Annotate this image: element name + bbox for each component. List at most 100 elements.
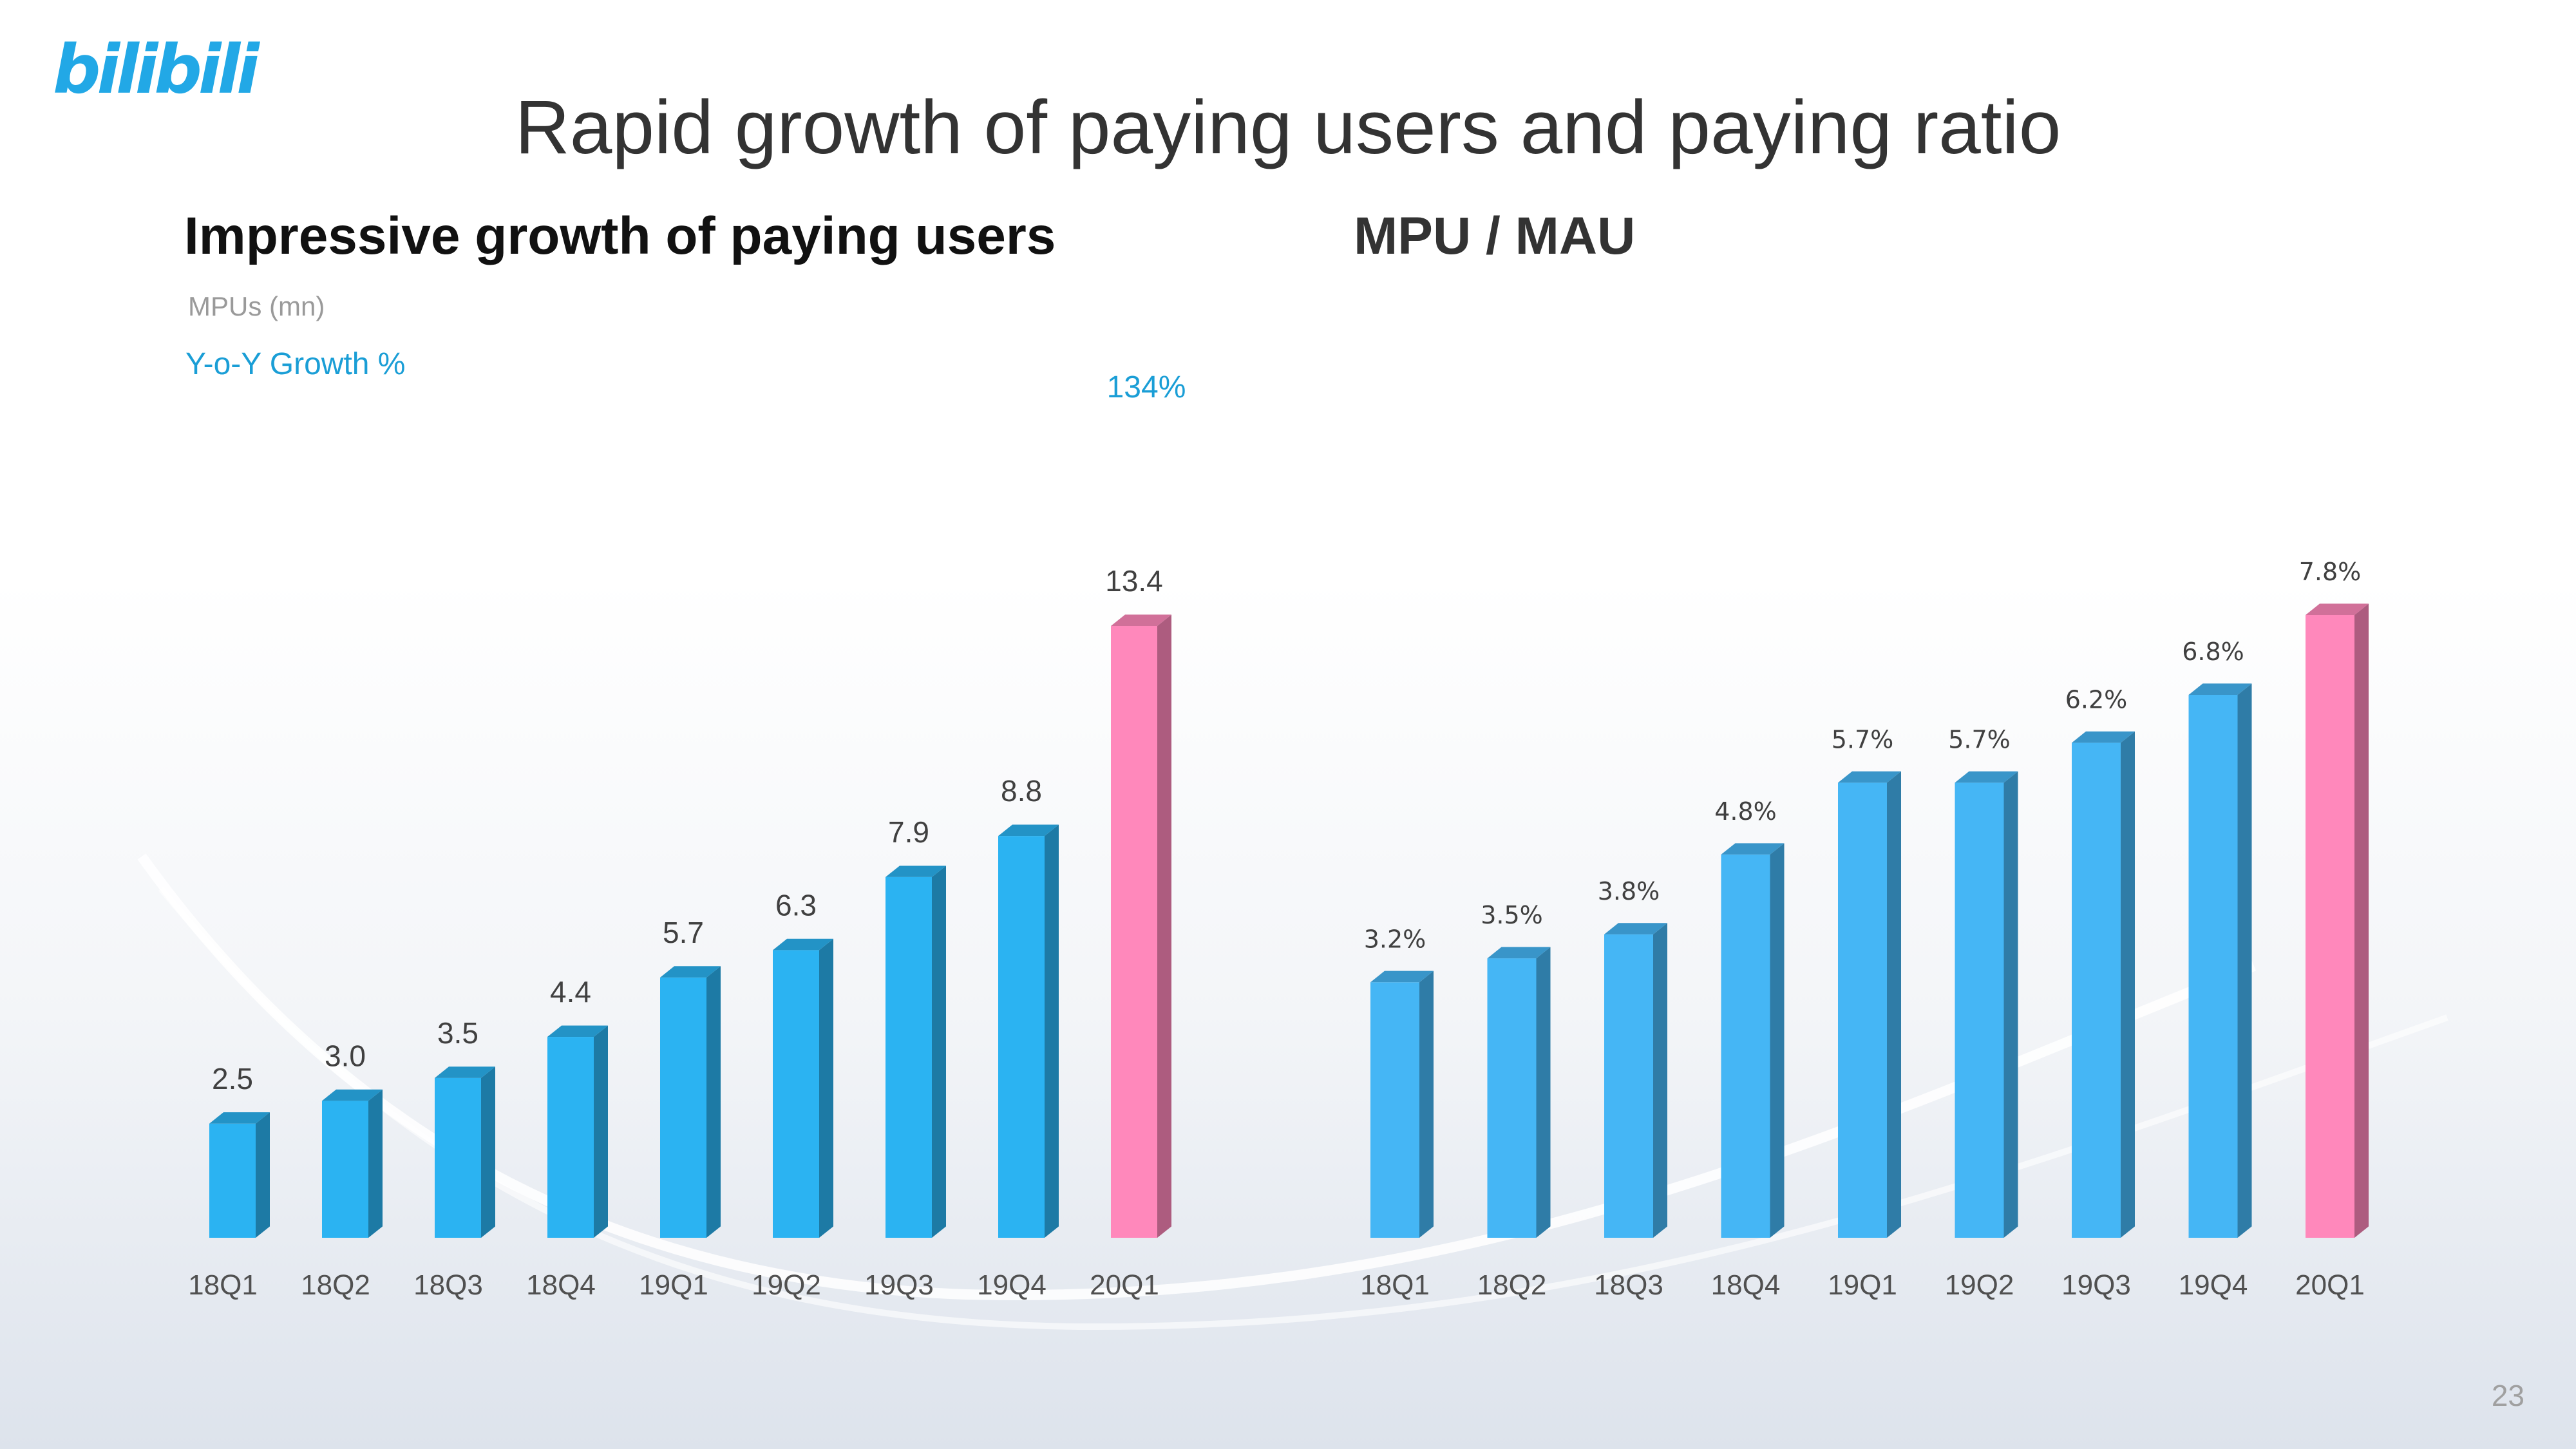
x-tick-label: 18Q4 bbox=[526, 1269, 596, 1301]
value-label: 13.4 bbox=[1105, 564, 1163, 598]
bar-top bbox=[1721, 843, 1785, 855]
value-label: 6.8% bbox=[2182, 638, 2244, 666]
bar-front bbox=[209, 1123, 256, 1238]
value-label: 6.3 bbox=[775, 888, 817, 922]
bar-top bbox=[435, 1066, 495, 1078]
value-label: 4.4 bbox=[550, 975, 591, 1009]
x-tick-label: 20Q1 bbox=[2295, 1269, 2365, 1301]
bar-front bbox=[1955, 782, 2004, 1238]
value-label: 3.2% bbox=[1364, 925, 1426, 953]
bar-18Q2 bbox=[1487, 947, 1551, 1238]
bar-19Q4 bbox=[2188, 683, 2252, 1238]
right-chart-subtitle: MPU / MAU bbox=[1354, 207, 1636, 265]
growth-label: Y-o-Y Growth % bbox=[185, 347, 406, 381]
bar-side bbox=[819, 938, 833, 1238]
bar-top bbox=[1838, 771, 1901, 783]
mpu-unit-label: MPUs (mn) bbox=[188, 291, 325, 321]
bar-top bbox=[660, 966, 721, 978]
x-tick-label: 19Q3 bbox=[864, 1269, 934, 1301]
bar-19Q4 bbox=[998, 824, 1059, 1238]
bar-18Q4 bbox=[1721, 843, 1785, 1238]
bar-top bbox=[547, 1025, 608, 1037]
bar-side bbox=[368, 1089, 383, 1238]
bar-front bbox=[1370, 982, 1419, 1238]
bar-side bbox=[256, 1112, 270, 1238]
page-number: 23 bbox=[2491, 1379, 2524, 1412]
value-label: 5.7% bbox=[1948, 725, 2011, 753]
value-label: 5.7% bbox=[1832, 725, 1894, 753]
bar-side bbox=[1419, 971, 1434, 1238]
bar-top bbox=[1604, 923, 1667, 934]
bar-top bbox=[998, 824, 1059, 837]
value-label: 3.0 bbox=[325, 1039, 366, 1072]
bar-front bbox=[998, 836, 1045, 1238]
bar-top bbox=[886, 866, 946, 877]
bar-19Q2 bbox=[1955, 771, 2018, 1238]
bar-19Q3 bbox=[2072, 731, 2135, 1238]
bar-front bbox=[2188, 694, 2238, 1238]
bilibili-logo: bilibili bbox=[53, 31, 260, 108]
value-label: 2.5 bbox=[212, 1062, 253, 1095]
value-label: 3.5 bbox=[437, 1016, 478, 1050]
bar-19Q1 bbox=[1838, 771, 1901, 1238]
x-tick-label: 18Q2 bbox=[301, 1269, 370, 1301]
bar-18Q1 bbox=[209, 1112, 270, 1238]
x-tick-label: 19Q2 bbox=[1945, 1269, 2014, 1301]
x-tick-label: 19Q2 bbox=[752, 1269, 821, 1301]
x-tick-label: 18Q1 bbox=[188, 1269, 258, 1301]
bar-18Q3 bbox=[1604, 923, 1667, 1238]
x-tick-label: 19Q1 bbox=[639, 1269, 708, 1301]
bar-20Q1 bbox=[2306, 603, 2369, 1238]
bar-19Q2 bbox=[773, 938, 833, 1238]
bar-side bbox=[2237, 683, 2252, 1238]
bar-top bbox=[2072, 731, 2135, 743]
bar-18Q3 bbox=[435, 1066, 495, 1238]
bar-19Q3 bbox=[886, 866, 946, 1238]
page-title: Rapid growth of paying users and paying … bbox=[515, 85, 2061, 170]
value-label: 3.5% bbox=[1481, 901, 1543, 929]
bar-top bbox=[2306, 603, 2369, 615]
bar-side bbox=[1770, 843, 1785, 1238]
x-tick-label: 19Q4 bbox=[977, 1269, 1046, 1301]
bar-18Q1 bbox=[1370, 971, 1434, 1238]
bar-side bbox=[2354, 603, 2369, 1238]
bar-front bbox=[435, 1077, 481, 1238]
x-tick-label: 18Q4 bbox=[1711, 1269, 1781, 1301]
bar-top bbox=[322, 1089, 383, 1101]
bar-front bbox=[1721, 854, 1770, 1238]
bar-20Q1 bbox=[1111, 614, 1171, 1238]
left-chart-subtitle: Impressive growth of paying users bbox=[184, 207, 1056, 265]
bar-top bbox=[1370, 971, 1434, 983]
bar-front bbox=[1604, 934, 1653, 1238]
value-label: 8.8 bbox=[1001, 774, 1042, 808]
bar-front bbox=[1838, 782, 1887, 1238]
x-tick-label: 18Q2 bbox=[1477, 1269, 1547, 1301]
bar-side bbox=[481, 1066, 495, 1238]
bar-18Q4 bbox=[547, 1025, 608, 1238]
bar-side bbox=[594, 1025, 608, 1238]
bar-front bbox=[660, 977, 706, 1238]
x-tick-label: 19Q1 bbox=[1828, 1269, 1897, 1301]
bar-18Q2 bbox=[322, 1089, 383, 1238]
bar-front bbox=[2072, 743, 2121, 1238]
x-tick-label: 18Q1 bbox=[1360, 1269, 1430, 1301]
bar-top bbox=[773, 938, 833, 951]
growth-value: 134% bbox=[1106, 370, 1186, 404]
x-tick-label: 19Q4 bbox=[2179, 1269, 2248, 1301]
bar-side bbox=[1157, 614, 1171, 1238]
bar-front bbox=[322, 1101, 368, 1238]
x-tick-label: 19Q3 bbox=[2061, 1269, 2131, 1301]
bar-front bbox=[1487, 958, 1537, 1238]
bar-side bbox=[706, 966, 721, 1238]
bar-side bbox=[1045, 824, 1059, 1238]
bar-19Q1 bbox=[660, 966, 721, 1238]
bar-top bbox=[1487, 947, 1551, 959]
bar-side bbox=[1653, 923, 1667, 1238]
value-label: 4.8% bbox=[1714, 797, 1777, 826]
x-tick-label: 18Q3 bbox=[1594, 1269, 1663, 1301]
bar-front bbox=[1111, 626, 1157, 1238]
bar-top bbox=[209, 1112, 270, 1124]
bar-side bbox=[2121, 731, 2135, 1238]
bar-side bbox=[1887, 771, 1901, 1238]
